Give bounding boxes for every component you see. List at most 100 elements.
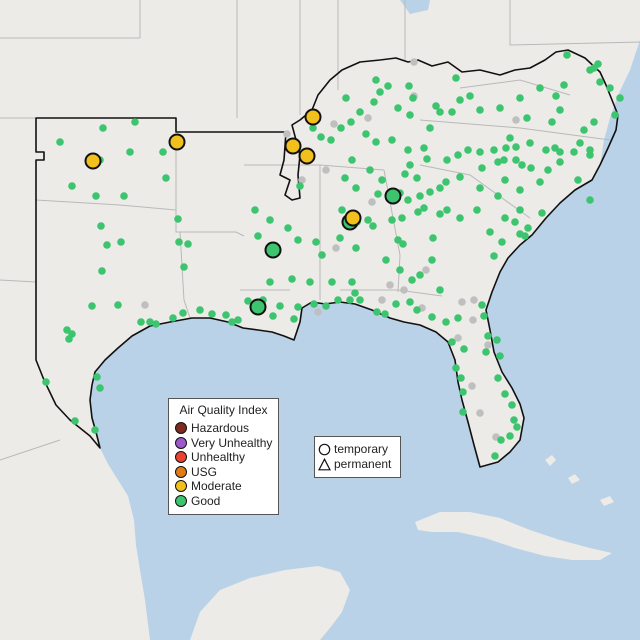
good-monitor-marker[interactable] <box>56 138 64 146</box>
good-monitor-marker[interactable] <box>506 134 514 142</box>
good-monitor-marker[interactable] <box>494 158 502 166</box>
good-monitor-marker[interactable] <box>251 206 259 214</box>
good-monitor-marker[interactable] <box>306 278 314 286</box>
good-monitor-marker[interactable] <box>498 238 506 246</box>
good-monitor-marker[interactable] <box>341 174 349 182</box>
good-monitor-marker[interactable] <box>476 184 484 192</box>
good-monitor-marker[interactable] <box>327 136 335 144</box>
good-monitor-marker[interactable] <box>516 94 524 102</box>
inactive-monitor-marker[interactable] <box>410 58 418 66</box>
good-monitor-marker[interactable] <box>346 296 354 304</box>
good-monitor-marker[interactable] <box>501 176 509 184</box>
good-monitor-marker[interactable] <box>373 308 381 316</box>
good-monitor-marker[interactable] <box>512 143 520 151</box>
inactive-monitor-marker[interactable] <box>298 176 306 184</box>
inactive-monitor-marker[interactable] <box>283 130 291 138</box>
good-monitor-marker[interactable] <box>494 374 502 382</box>
good-monitor-marker[interactable] <box>518 161 526 169</box>
good-monitor-marker[interactable] <box>420 144 428 152</box>
good-monitor-marker[interactable] <box>502 144 510 152</box>
good-monitor-marker[interactable] <box>384 82 392 90</box>
good-monitor-marker[interactable] <box>310 300 318 308</box>
good-monitor-marker[interactable] <box>406 298 414 306</box>
good-monitor-marker[interactable] <box>556 106 564 114</box>
good-monitor-marker[interactable] <box>276 302 284 310</box>
good-monitor-marker[interactable] <box>542 146 550 154</box>
good-monitor-marker[interactable] <box>334 296 342 304</box>
good-monitor-marker[interactable] <box>426 188 434 196</box>
inactive-monitor-marker[interactable] <box>322 166 330 174</box>
good-monitor-marker[interactable] <box>322 302 330 310</box>
good-monitor-marker[interactable] <box>376 88 384 96</box>
good-monitor-marker[interactable] <box>97 222 105 230</box>
good-monitor-marker[interactable] <box>452 74 460 82</box>
inactive-monitor-marker[interactable] <box>314 308 322 316</box>
inactive-monitor-marker[interactable] <box>368 198 376 206</box>
good-monitor-marker[interactable] <box>442 318 450 326</box>
good-monitor-marker[interactable] <box>131 118 139 126</box>
good-monitor-marker[interactable] <box>516 206 524 214</box>
inactive-monitor-marker[interactable] <box>386 281 394 289</box>
good-monitor-marker[interactable] <box>516 186 524 194</box>
good-monitor-marker[interactable] <box>362 130 370 138</box>
good-monitor-marker[interactable] <box>428 256 436 264</box>
good-monitor-marker[interactable] <box>476 106 484 114</box>
good-monitor-marker[interactable] <box>92 192 100 200</box>
good-monitor-marker[interactable] <box>405 82 413 90</box>
good-monitor-marker[interactable] <box>506 432 514 440</box>
good-monitor-marker[interactable] <box>114 301 122 309</box>
good-monitor-marker[interactable] <box>482 348 490 356</box>
good-monitor-marker[interactable] <box>348 278 356 286</box>
good-monitor-marker[interactable] <box>416 192 424 200</box>
good-monitor-marker[interactable] <box>338 206 346 214</box>
good-monitor-marker[interactable] <box>414 208 422 216</box>
good-monitor-marker[interactable] <box>490 146 498 154</box>
good-monitor-marker[interactable] <box>611 111 619 119</box>
good-monitor-marker[interactable] <box>459 408 467 416</box>
good-monitor-marker[interactable] <box>420 204 428 212</box>
good-monitor-marker[interactable] <box>556 158 564 166</box>
good-monitor-marker[interactable] <box>68 182 76 190</box>
good-monitor-marker[interactable] <box>513 423 521 431</box>
good-monitor-marker[interactable] <box>266 278 274 286</box>
good-monitor-marker[interactable] <box>175 238 183 246</box>
good-monitor-marker[interactable] <box>594 60 602 68</box>
good-monitor-marker[interactable] <box>294 303 302 311</box>
good-monitor-marker[interactable] <box>512 156 520 164</box>
good-monitor-marker[interactable] <box>586 146 594 154</box>
inactive-monitor-marker[interactable] <box>378 296 386 304</box>
good-monitor-marker[interactable] <box>71 417 79 425</box>
good-monitor-marker[interactable] <box>364 216 372 224</box>
good-monitor-marker[interactable] <box>500 156 508 164</box>
good-monitor-marker[interactable] <box>137 318 145 326</box>
good-temporary-monitor-marker[interactable] <box>264 241 282 259</box>
good-monitor-marker[interactable] <box>457 374 465 382</box>
good-monitor-marker[interactable] <box>404 146 412 154</box>
good-monitor-marker[interactable] <box>42 378 50 386</box>
good-monitor-marker[interactable] <box>416 271 424 279</box>
good-monitor-marker[interactable] <box>328 278 336 286</box>
good-monitor-marker[interactable] <box>426 124 434 132</box>
good-monitor-marker[interactable] <box>184 240 192 248</box>
good-monitor-marker[interactable] <box>342 94 350 102</box>
good-temporary-monitor-marker[interactable] <box>249 298 267 316</box>
good-monitor-marker[interactable] <box>508 401 516 409</box>
good-monitor-marker[interactable] <box>436 210 444 218</box>
good-monitor-marker[interactable] <box>490 252 498 260</box>
good-monitor-marker[interactable] <box>179 309 187 317</box>
good-monitor-marker[interactable] <box>511 218 519 226</box>
good-monitor-marker[interactable] <box>476 148 484 156</box>
good-monitor-marker[interactable] <box>563 51 571 59</box>
good-monitor-marker[interactable] <box>394 236 402 244</box>
good-monitor-marker[interactable] <box>120 192 128 200</box>
good-monitor-marker[interactable] <box>174 215 182 223</box>
good-monitor-marker[interactable] <box>536 84 544 92</box>
good-monitor-marker[interactable] <box>436 184 444 192</box>
inactive-monitor-marker[interactable] <box>469 316 477 324</box>
good-monitor-marker[interactable] <box>88 302 96 310</box>
good-monitor-marker[interactable] <box>356 296 364 304</box>
good-monitor-marker[interactable] <box>443 206 451 214</box>
good-monitor-marker[interactable] <box>388 136 396 144</box>
good-monitor-marker[interactable] <box>448 338 456 346</box>
